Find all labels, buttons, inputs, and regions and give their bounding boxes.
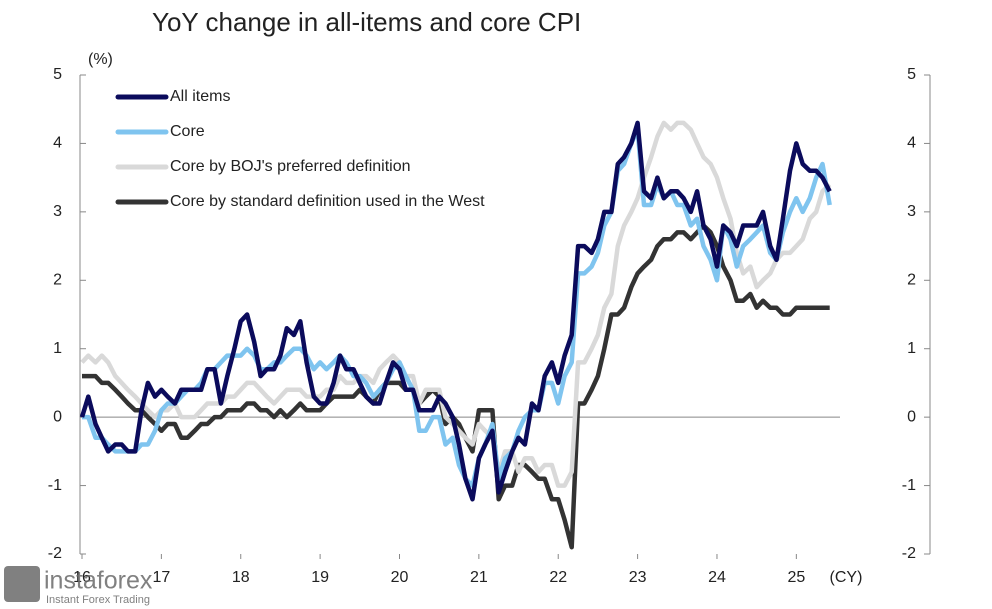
watermark: instaforex Instant Forex Trading [4,566,153,606]
y2-tick-label: 2 [907,272,916,289]
y-tick-label: 1 [53,340,62,357]
x-tick-label: 23 [629,569,647,586]
y-tick-label: 0 [53,408,62,425]
y2-tick-label: 3 [907,203,916,220]
y2-tick-label: -2 [902,545,916,562]
y2-tick-label: 5 [907,66,916,83]
y-tick-label: 3 [53,203,62,220]
x-tick-label: 20 [391,569,409,586]
chart-title: YoY change in all-items and core CPI [152,7,581,37]
y-unit-label: (%) [88,51,113,68]
y2-tick-label: 4 [907,135,916,152]
x-tick-label: 24 [708,569,726,586]
x-tick-label: 18 [232,569,250,586]
x-tick-label: 16 [73,569,91,586]
x-tick-label: 19 [311,569,329,586]
legend-label: Core by standard definition used in the … [170,193,485,210]
y-tick-label: 5 [53,66,62,83]
y2-tick-label: 1 [907,340,916,357]
y2-tick-label: 0 [907,408,916,425]
legend-label: Core by BOJ's preferred definition [170,158,411,175]
watermark-brand: instaforex [44,567,153,595]
legend-label: Core [170,123,205,140]
series-line [79,120,832,502]
y-tick-label: -1 [48,477,62,494]
watermark-logo [4,566,40,602]
watermark-tagline: Instant Forex Trading [46,594,150,606]
y-tick-label: 4 [53,135,62,152]
y-tick-label: 2 [53,272,62,289]
y2-tick-label: -1 [902,477,916,494]
x-tick-label: 22 [549,569,567,586]
y-tick-label: -2 [48,545,62,562]
x-tick-label: 25 [787,569,805,586]
legend-label: All items [170,88,230,105]
x-axis-label: (CY) [830,569,863,586]
x-tick-label: 21 [470,569,488,586]
x-tick-label: 17 [152,569,170,586]
